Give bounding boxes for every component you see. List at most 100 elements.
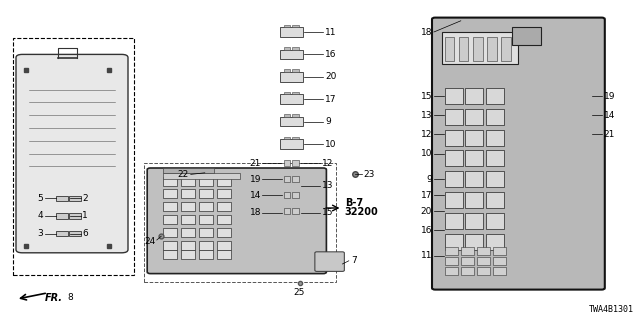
Bar xyxy=(292,160,299,166)
Bar xyxy=(69,213,81,219)
Bar xyxy=(445,150,463,166)
Bar xyxy=(465,88,483,104)
Bar xyxy=(284,208,290,214)
Bar xyxy=(292,208,299,214)
Bar xyxy=(292,137,299,139)
Text: 8: 8 xyxy=(68,293,73,302)
Bar xyxy=(486,192,504,208)
Bar xyxy=(486,234,504,250)
Bar xyxy=(512,27,541,45)
Text: 16: 16 xyxy=(325,50,337,59)
Bar xyxy=(477,267,490,275)
Bar xyxy=(181,215,195,224)
Bar xyxy=(217,241,231,250)
Text: 5: 5 xyxy=(38,194,44,203)
Bar xyxy=(181,250,195,259)
FancyBboxPatch shape xyxy=(144,163,336,282)
Bar xyxy=(163,250,177,259)
FancyBboxPatch shape xyxy=(432,18,605,290)
Bar xyxy=(163,241,177,250)
Bar xyxy=(465,213,483,229)
Bar xyxy=(292,114,299,117)
Text: 12: 12 xyxy=(322,159,333,168)
Bar xyxy=(284,160,290,166)
Bar xyxy=(163,202,177,211)
Bar xyxy=(56,213,68,219)
Bar xyxy=(69,196,81,201)
Bar xyxy=(280,72,303,82)
Text: 7: 7 xyxy=(351,256,356,265)
Bar xyxy=(280,50,303,59)
Bar xyxy=(163,228,177,237)
Bar xyxy=(477,257,490,265)
Text: 20: 20 xyxy=(325,72,337,81)
Bar xyxy=(56,196,68,201)
Bar xyxy=(459,37,468,61)
Bar xyxy=(199,177,213,186)
Bar xyxy=(292,47,299,50)
Bar xyxy=(181,189,195,198)
Bar xyxy=(280,27,303,37)
Bar xyxy=(445,257,458,265)
Text: 24: 24 xyxy=(144,237,156,246)
Bar xyxy=(465,234,483,250)
Text: 18: 18 xyxy=(250,208,261,217)
Bar xyxy=(493,267,506,275)
Bar xyxy=(445,88,463,104)
Bar xyxy=(461,267,474,275)
Bar xyxy=(284,92,290,94)
Text: 3: 3 xyxy=(38,229,44,238)
Bar xyxy=(217,250,231,259)
Bar xyxy=(473,37,483,61)
Bar xyxy=(163,168,214,173)
Text: 12: 12 xyxy=(420,130,432,139)
Bar xyxy=(445,171,463,187)
Bar xyxy=(486,150,504,166)
Bar xyxy=(465,109,483,125)
Bar xyxy=(280,117,303,126)
Bar xyxy=(292,92,299,94)
Bar xyxy=(56,231,68,236)
Text: 16: 16 xyxy=(420,226,432,235)
Bar xyxy=(445,213,463,229)
Bar xyxy=(217,177,231,186)
Text: 20: 20 xyxy=(420,207,432,216)
Text: 4: 4 xyxy=(38,212,44,220)
Bar xyxy=(292,176,299,182)
Bar xyxy=(199,228,213,237)
Bar xyxy=(199,189,213,198)
Bar xyxy=(284,114,290,117)
FancyBboxPatch shape xyxy=(147,168,326,274)
FancyBboxPatch shape xyxy=(16,54,128,253)
Bar xyxy=(163,215,177,224)
Text: 23: 23 xyxy=(364,170,375,179)
Text: 15: 15 xyxy=(322,208,333,217)
Bar xyxy=(284,137,290,139)
Bar xyxy=(217,202,231,211)
Bar xyxy=(486,130,504,146)
Text: 15: 15 xyxy=(420,92,432,100)
Bar xyxy=(217,228,231,237)
Bar xyxy=(465,192,483,208)
Bar xyxy=(486,88,504,104)
Bar xyxy=(461,247,474,255)
Text: 9: 9 xyxy=(325,117,331,126)
Text: 10: 10 xyxy=(420,149,432,158)
Bar xyxy=(284,192,290,198)
FancyBboxPatch shape xyxy=(13,38,134,275)
Bar xyxy=(445,234,463,250)
Text: 19: 19 xyxy=(250,175,261,184)
Bar xyxy=(199,202,213,211)
Bar xyxy=(487,37,497,61)
Bar xyxy=(445,247,458,255)
Bar xyxy=(292,192,299,198)
Bar xyxy=(493,257,506,265)
Text: 25: 25 xyxy=(294,288,305,297)
Bar xyxy=(442,32,518,64)
Text: FR.: FR. xyxy=(45,293,63,303)
Bar xyxy=(292,69,299,72)
Bar xyxy=(280,94,303,104)
Text: 32200: 32200 xyxy=(344,207,378,217)
FancyBboxPatch shape xyxy=(315,252,344,271)
Bar xyxy=(69,231,81,236)
